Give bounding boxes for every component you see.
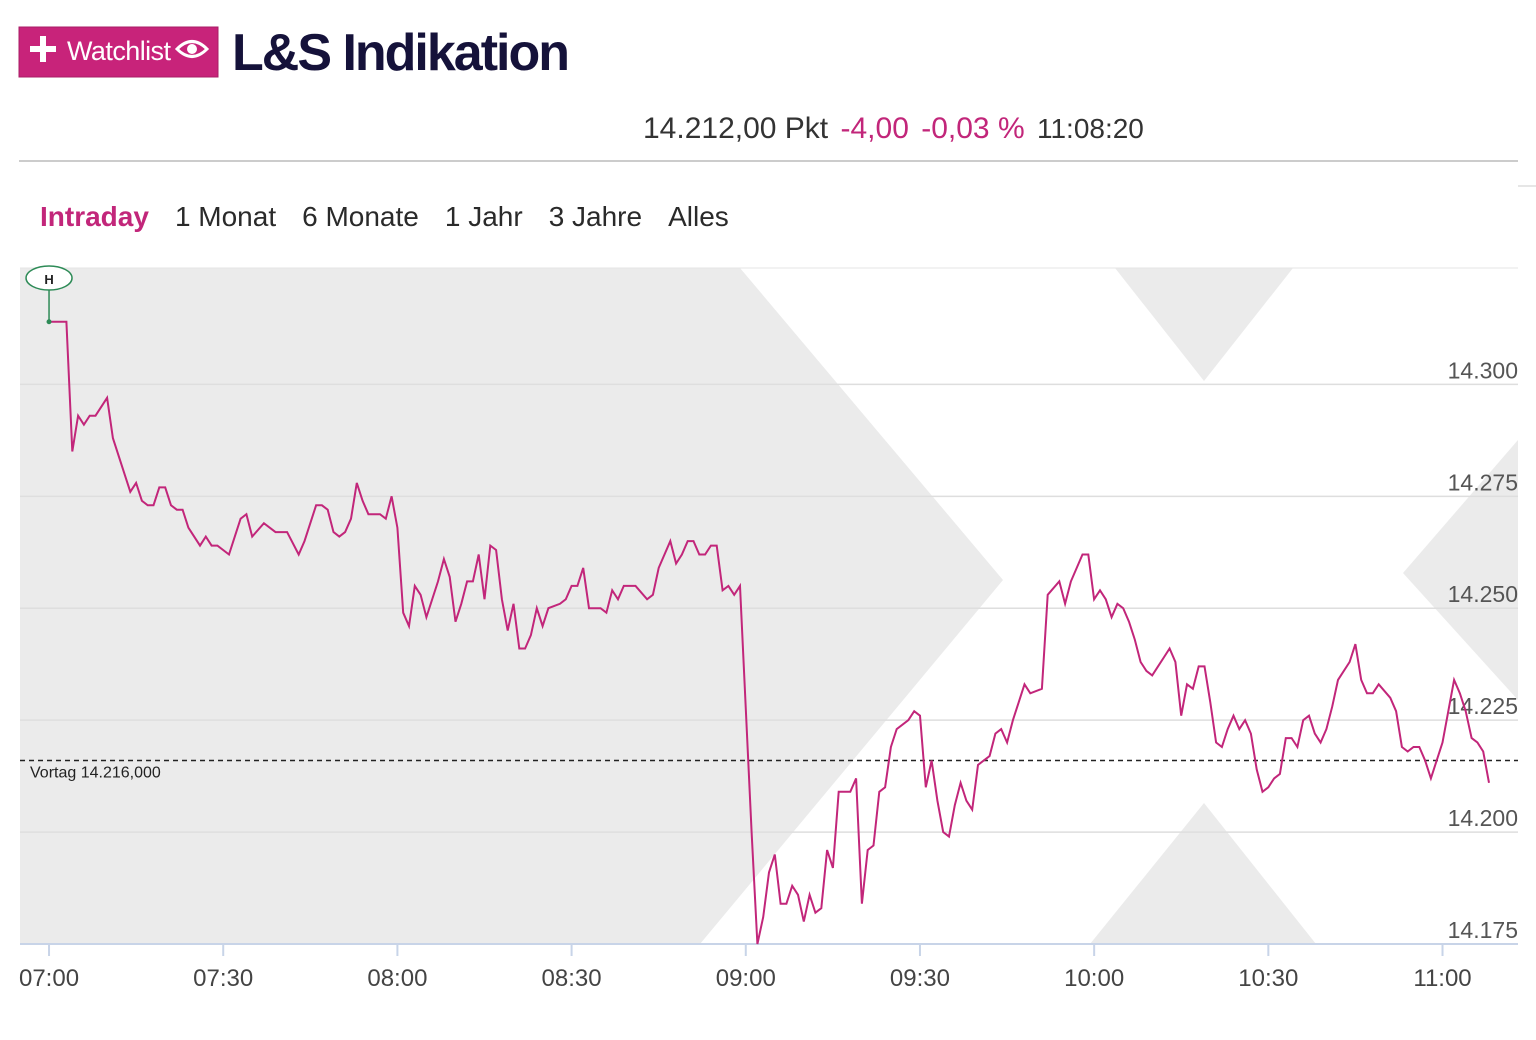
range-tab[interactable]: 1 Monat bbox=[175, 201, 276, 232]
x-tick-label: 08:00 bbox=[367, 965, 427, 992]
y-tick-label: 14.225 bbox=[1448, 693, 1518, 719]
y-tick-label: 14.200 bbox=[1448, 805, 1518, 831]
background-shapes bbox=[20, 268, 1518, 944]
range-tabs: Intraday 1 Monat 6 Monate 1 Jahr 3 Jahre Alle… bbox=[40, 201, 729, 232]
y-tick-label: 14.275 bbox=[1448, 469, 1518, 495]
high-marker-dot bbox=[46, 319, 52, 325]
x-tick-label: 07:00 bbox=[19, 965, 79, 992]
quote-price: 14.212,00 Pkt bbox=[643, 112, 829, 145]
reference-label: Vortag 14.216,000 bbox=[30, 764, 161, 781]
high-marker-label: H bbox=[44, 272, 53, 287]
range-tab[interactable]: Intraday bbox=[40, 201, 149, 232]
button-label: Watchlist bbox=[67, 36, 171, 66]
high-marker-badge bbox=[25, 265, 73, 291]
range-tab[interactable]: Alles bbox=[668, 201, 729, 232]
page-title: L&S Indikation bbox=[232, 24, 570, 82]
range-tab[interactable]: 1 Jahr bbox=[445, 201, 523, 232]
plus-icon bbox=[30, 36, 56, 62]
watchlist-button[interactable]: Watchlist bbox=[18, 26, 219, 78]
x-tick-label: 09:30 bbox=[890, 965, 950, 992]
y-tick-label: 14.250 bbox=[1448, 581, 1518, 607]
range-tab[interactable]: 3 Jahre bbox=[549, 201, 642, 232]
x-tick-label: 11:00 bbox=[1413, 965, 1471, 992]
y-tick-label: 14.300 bbox=[1448, 357, 1518, 383]
x-tick-label: 07:30 bbox=[193, 965, 253, 992]
range-tab[interactable]: 6 Monate bbox=[302, 201, 419, 232]
x-tick-label: 09:00 bbox=[716, 965, 776, 992]
quote-change-pct: -0,03 % bbox=[921, 112, 1024, 145]
x-tick-label: 10:00 bbox=[1064, 965, 1124, 992]
eye-icon bbox=[174, 40, 210, 58]
y-tick-label: 14.175 bbox=[1448, 917, 1518, 943]
quote-time: 11:08:20 bbox=[1037, 113, 1144, 144]
price-line bbox=[49, 320, 1490, 945]
quote-change: -4,00 bbox=[841, 112, 909, 145]
plot: 14.175 14.200 14.225 14.250 14.275 14.300 07:0… bbox=[19, 265, 1518, 992]
x-tick-label: 10:30 bbox=[1238, 965, 1298, 992]
x-tick-label: 08:30 bbox=[542, 965, 602, 992]
quote-line: 14.212,00 Pkt -4,00 -0,03 % 11:08:20 bbox=[643, 112, 1144, 145]
